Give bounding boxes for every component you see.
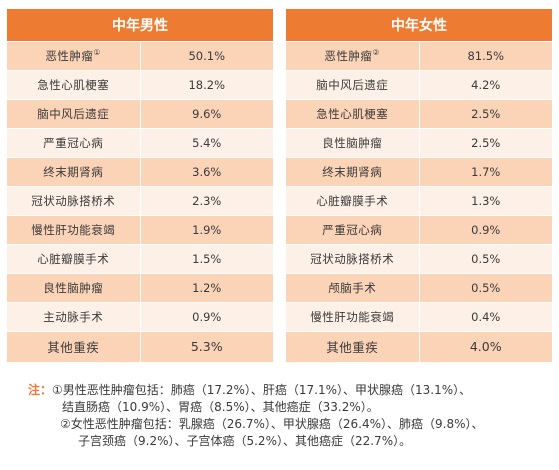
- disease-name-text: 慢性肝功能衰竭: [31, 222, 116, 237]
- table-row: 主动脉手术 0.9%: [7, 301, 273, 331]
- female-table: 中年女性 恶性肿瘤② 81.5% 脑中风后遗症 4.2% 急性心肌梗塞 2.5% 良性脑肿瘤…: [286, 9, 552, 362]
- table-row: 心脏瓣膜手术 1.3%: [286, 185, 552, 215]
- disease-name: 心脏瓣膜手术: [7, 243, 141, 273]
- percentage-cell: 3.6%: [140, 156, 273, 186]
- disease-name-text: 严重冠心病: [322, 222, 383, 237]
- disease-name-text: 恶性肿瘤: [45, 48, 94, 63]
- disease-name: 急性心肌梗塞: [286, 98, 420, 128]
- disease-name-text: 急性心肌梗塞: [316, 106, 389, 121]
- disease-name: 严重冠心病: [286, 214, 420, 244]
- percentage-cell: 1.9%: [140, 214, 273, 244]
- disease-name-text: 终末期肾病: [43, 164, 104, 179]
- disease-name: 良性脑肿瘤: [7, 272, 141, 302]
- disease-name-text: 恶性肿瘤: [324, 48, 373, 63]
- percentage-cell: 9.6%: [140, 98, 273, 128]
- footnote-1-text: ①男性恶性肿瘤包括：肺癌（17.2%）、肝癌（17.1%）、甲状腺癌（13.1%…: [52, 383, 472, 397]
- disease-name-text: 终末期肾病: [322, 164, 383, 179]
- percentage-cell: 0.5%: [419, 243, 552, 273]
- table-row: 急性心肌梗塞 2.5%: [286, 98, 552, 128]
- table-row: 心脏瓣膜手术 1.5%: [7, 243, 273, 273]
- male-table-title: 中年男性: [7, 9, 273, 41]
- table-row: 急性心肌梗塞 18.2%: [7, 69, 273, 99]
- disease-name-text: 严重冠心病: [43, 135, 104, 150]
- percentage-cell: 0.9%: [419, 214, 552, 244]
- table-row: 良性脑肿瘤 2.5%: [286, 127, 552, 157]
- disease-name-text: 慢性肝功能衰竭: [310, 309, 395, 324]
- disease-name: 主动脉手术: [7, 301, 141, 331]
- percentage-cell: 0.5%: [419, 272, 552, 302]
- disease-name: 恶性肿瘤②: [286, 40, 420, 70]
- footnote-2: ②女性恶性肿瘤包括：乳腺癌（26.7%）、甲状腺癌（26.4%）、肺癌（9.8%…: [60, 417, 484, 431]
- percentage-cell: 0.4%: [419, 301, 552, 331]
- table-row: 冠状动脉搭桥术 0.5%: [286, 243, 552, 273]
- other-disease-name: 其他重疾: [286, 330, 420, 362]
- percentage-cell: 18.2%: [140, 69, 273, 99]
- disease-name-text: 心脏瓣膜手术: [316, 193, 389, 208]
- disease-name-text: 冠状动脉搭桥术: [31, 193, 116, 208]
- table-row-other: 其他重疾 5.3%: [7, 330, 273, 362]
- percentage-cell: 81.5%: [419, 40, 552, 70]
- percentage-cell: 2.5%: [419, 98, 552, 128]
- percentage-cell: 2.5%: [419, 127, 552, 157]
- table-row: 严重冠心病 0.9%: [286, 214, 552, 244]
- disease-name: 慢性肝功能衰竭: [286, 301, 420, 331]
- table-row: 恶性肿瘤② 81.5%: [286, 40, 552, 70]
- disease-name-text: 脑中风后遗症: [37, 106, 110, 121]
- footnote-marker: ②: [372, 47, 381, 57]
- table-row: 良性脑肿瘤 1.2%: [7, 272, 273, 302]
- table-row: 慢性肝功能衰竭 1.9%: [7, 214, 273, 244]
- table-row: 终末期肾病 1.7%: [286, 156, 552, 186]
- disease-name-text: 主动脉手术: [43, 309, 104, 324]
- disease-name-text: 急性心肌梗塞: [37, 77, 110, 92]
- disease-name-text: 冠状动脉搭桥术: [310, 251, 395, 266]
- footnote-label: 注：: [28, 383, 53, 397]
- disease-name: 急性心肌梗塞: [7, 69, 141, 99]
- disease-name: 良性脑肿瘤: [286, 127, 420, 157]
- disease-name: 冠状动脉搭桥术: [7, 185, 141, 215]
- table-row: 恶性肿瘤① 50.1%: [7, 40, 273, 70]
- disease-name: 颅脑手术: [286, 272, 420, 302]
- table-row: 终末期肾病 3.6%: [7, 156, 273, 186]
- female-table-title: 中年女性: [286, 9, 552, 41]
- footnotes: 注：①男性恶性肿瘤包括：肺癌（17.2%）、肝癌（17.1%）、甲状腺癌（13.…: [28, 382, 556, 450]
- percentage-cell: 1.2%: [140, 272, 273, 302]
- percentage-cell: 50.1%: [140, 40, 273, 70]
- table-row: 冠状动脉搭桥术 2.3%: [7, 185, 273, 215]
- disease-name: 严重冠心病: [7, 127, 141, 157]
- other-percentage: 4.0%: [419, 330, 552, 362]
- table-row: 慢性肝功能衰竭 0.4%: [286, 301, 552, 331]
- percentage-cell: 1.7%: [419, 156, 552, 186]
- table-row: 脑中风后遗症 4.2%: [286, 69, 552, 99]
- disease-name: 慢性肝功能衰竭: [7, 214, 141, 244]
- male-table: 中年男性 恶性肿瘤① 50.1% 急性心肌梗塞 18.2% 脑中风后遗症 9.6% 严重冠心…: [7, 9, 273, 362]
- footnote-2-cont: 子宫颈癌（9.2%）、子宫体癌（5.2%）、其他癌症（22.7%）。: [78, 434, 412, 448]
- other-percentage: 5.3%: [140, 330, 273, 362]
- percentage-cell: 2.3%: [140, 185, 273, 215]
- disease-name-text: 颅脑手术: [328, 280, 377, 295]
- disease-name: 脑中风后遗症: [7, 98, 141, 128]
- table-row: 严重冠心病 5.4%: [7, 127, 273, 157]
- footnote-marker: ①: [93, 47, 102, 57]
- percentage-cell: 5.4%: [140, 127, 273, 157]
- disease-name-text: 心脏瓣膜手术: [37, 251, 110, 266]
- percentage-cell: 1.5%: [140, 243, 273, 273]
- percentage-cell: 4.2%: [419, 69, 552, 99]
- disease-name: 终末期肾病: [286, 156, 420, 186]
- disease-name: 终末期肾病: [7, 156, 141, 186]
- disease-name: 脑中风后遗症: [286, 69, 420, 99]
- disease-name: 冠状动脉搭桥术: [286, 243, 420, 273]
- table-row-other: 其他重疾 4.0%: [286, 330, 552, 362]
- disease-name: 心脏瓣膜手术: [286, 185, 420, 215]
- disease-name-text: 良性脑肿瘤: [43, 280, 104, 295]
- footnote-1-cont: 结直肠癌（10.9%）、胃癌（8.5%）、其他癌症（33.2%）。: [62, 400, 379, 414]
- percentage-cell: 0.9%: [140, 301, 273, 331]
- table-row: 脑中风后遗症 9.6%: [7, 98, 273, 128]
- percentage-cell: 1.3%: [419, 185, 552, 215]
- table-row: 颅脑手术 0.5%: [286, 272, 552, 302]
- footnote-1: 注：①男性恶性肿瘤包括：肺癌（17.2%）、肝癌（17.1%）、甲状腺癌（13.…: [28, 382, 556, 399]
- disease-name: 恶性肿瘤①: [7, 40, 141, 70]
- other-disease-name: 其他重疾: [7, 330, 141, 362]
- disease-name-text: 良性脑肿瘤: [322, 135, 383, 150]
- disease-name-text: 脑中风后遗症: [316, 77, 389, 92]
